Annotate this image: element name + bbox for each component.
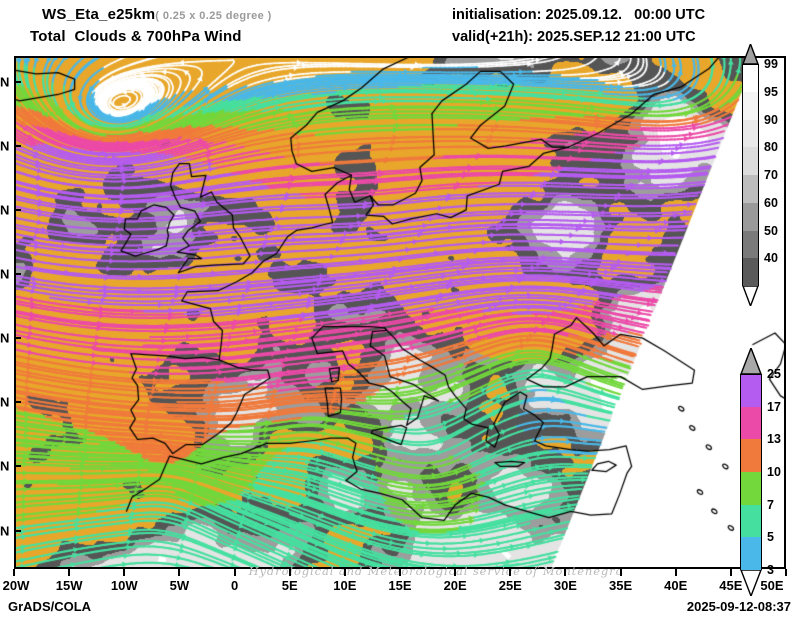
colorbar-top-arrow: [739, 346, 763, 375]
y-tick-label: N: [0, 330, 10, 346]
x-tick-mark: [233, 569, 236, 576]
y-tick-label: N: [0, 138, 10, 154]
x-tick-label-10W: 10W: [110, 578, 138, 593]
colorbar-label-50: 50: [764, 223, 778, 238]
colorbar-segment: [742, 119, 759, 148]
colorbar-segment: [742, 202, 759, 231]
x-tick-mark: [13, 569, 15, 576]
colorbar-segment: [742, 91, 759, 120]
generation-timestamp: 2025-09-12-08:37: [686, 599, 791, 614]
x-tick-label-45E: 45E: [719, 578, 743, 593]
colorbar-segment: [742, 147, 759, 175]
x-tick-mark: [68, 569, 71, 576]
colorbar-bottom-arrow: [741, 285, 760, 308]
colorbar-label-3: 3: [767, 563, 774, 577]
model-title: WS_Eta_e25km( 0.25 x 0.25 degree ): [42, 6, 272, 23]
y-tick-mark: [14, 337, 21, 340]
colorbar-segment: [742, 64, 759, 92]
colorbar-label-10: 10: [767, 465, 781, 479]
colorbar-label-25: 25: [767, 367, 781, 381]
x-tick-label-0: 0: [230, 578, 239, 593]
model-resolution: ( 0.25 x 0.25 degree ): [155, 10, 272, 22]
field-title: Total Clouds & 700hPa Wind: [30, 28, 242, 45]
colorbar-label-7: 7: [767, 497, 774, 512]
x-tick-mark: [454, 569, 457, 576]
colorbar-label-13: 13: [767, 432, 781, 447]
colorbar-top-arrow: [741, 42, 760, 65]
colorbar-segment: [740, 537, 762, 570]
x-tick-mark: [178, 569, 181, 576]
wind-speed-colorbar: 25 17 13 10 7 5 3: [739, 346, 781, 598]
x-tick-label-5E: 5E: [281, 578, 298, 593]
initialisation-time: initialisation: 2025.09.12. 00:00 UTC: [452, 7, 706, 23]
x-tick-mark: [123, 569, 126, 576]
colorbar-label-60: 60: [764, 195, 778, 210]
y-tick-mark: [14, 144, 21, 147]
x-tick-label-5W: 5W: [169, 578, 190, 593]
x-tick-mark: [343, 569, 346, 576]
y-tick-label: N: [0, 394, 10, 410]
weather-map-canvas[interactable]: [14, 56, 786, 569]
colorbar-bottom-arrow: [739, 569, 763, 598]
colorbar-label-80: 80: [764, 140, 778, 155]
y-tick-mark: [14, 273, 21, 276]
y-tick-label: N: [0, 523, 10, 539]
y-tick-mark: [14, 208, 21, 211]
x-tick-mark: [674, 569, 677, 576]
x-tick-mark: [509, 569, 512, 576]
y-tick-label: N: [0, 202, 10, 218]
colorbar-segment: [740, 504, 762, 538]
colorbar-label-40: 40: [764, 251, 778, 266]
y-tick-mark: [14, 401, 21, 404]
colorbar-label-5: 5: [767, 530, 774, 545]
colorbar-segment: [740, 406, 762, 440]
colorbar-segment: [740, 439, 762, 472]
colorbar-label-17: 17: [767, 399, 781, 414]
y-tick-mark: [14, 529, 21, 532]
x-tick-mark: [288, 569, 291, 576]
x-tick-label-35E: 35E: [608, 578, 633, 593]
x-tick-mark: [785, 569, 787, 576]
x-tick-mark: [729, 569, 732, 576]
x-tick-label-40E: 40E: [664, 578, 688, 593]
colorbar-segment: [742, 258, 759, 286]
x-tick-label-25E: 25E: [498, 578, 522, 593]
grads-credit: GrADS/COLA: [8, 599, 92, 614]
y-tick-mark: [14, 80, 21, 83]
colorbar-segment: [742, 175, 759, 203]
y-tick-label: N: [0, 74, 10, 90]
colorbar-label-95: 95: [764, 84, 778, 99]
x-tick-label-20E: 20E: [443, 578, 467, 593]
map-plot-area[interactable]: [14, 56, 786, 569]
y-tick-label: N: [0, 266, 10, 282]
colorbar-label-99: 99: [764, 57, 778, 71]
colorbar-label-90: 90: [764, 112, 778, 127]
colorbar-segment: [742, 230, 759, 259]
x-tick-label-15E: 15E: [388, 578, 412, 593]
y-tick-mark: [14, 465, 21, 468]
model-name: WS_Eta_e25km: [42, 6, 156, 23]
colorbar-label-70: 70: [764, 168, 778, 182]
colorbar-segment: [740, 374, 762, 407]
x-tick-label-30E: 30E: [553, 578, 577, 593]
x-tick-label-15W: 15W: [55, 578, 83, 593]
x-tick-mark: [399, 569, 401, 576]
x-tick-mark: [619, 569, 622, 576]
cloud-cover-colorbar: 99 95 90 80 70 60 50 40: [741, 42, 778, 308]
x-tick-label-50E: 50E: [760, 578, 784, 593]
colorbar-segment: [740, 472, 762, 505]
x-tick-label-10E: 10E: [333, 578, 357, 593]
x-tick-label-20W: 20W: [2, 578, 30, 593]
valid-time: valid(+21h): 2025.SEP.12 21:00 UTC: [452, 29, 696, 45]
y-tick-label: N: [0, 458, 10, 474]
x-tick-mark: [564, 569, 567, 576]
